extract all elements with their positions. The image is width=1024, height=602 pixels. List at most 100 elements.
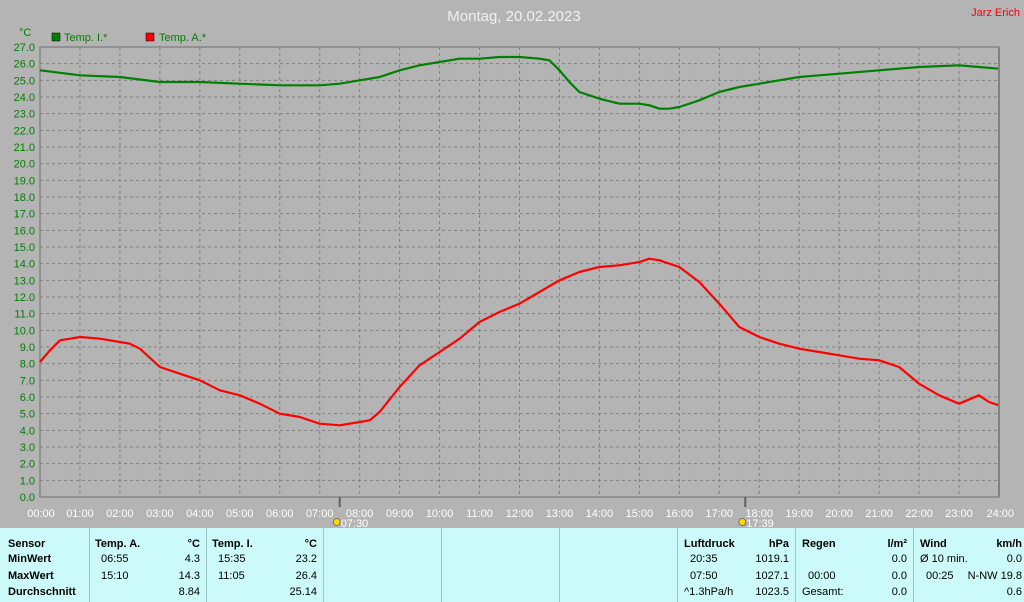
temp-a-header: Temp. A.	[95, 538, 141, 550]
summary-divider	[89, 528, 90, 602]
sunrise-icon	[332, 518, 341, 526]
wind-current: 0.6	[1006, 586, 1022, 598]
sun-marker-label: 07:30	[341, 518, 369, 528]
rain-header: Regen	[802, 538, 836, 550]
rain-total-label: Gesamt:	[802, 586, 844, 598]
summary-divider	[913, 528, 914, 602]
temp-i-min-time: 15:35	[218, 553, 246, 565]
y-tick-label: 15.0	[14, 242, 35, 254]
summary-divider	[441, 528, 442, 602]
temp-a-unit: °C	[187, 538, 200, 550]
sensor-max-label: MaxWert	[8, 570, 54, 582]
x-tick-label: 06:00	[266, 508, 294, 520]
y-tick-label: 9.0	[20, 342, 35, 354]
wind-max-time: 00:25	[926, 570, 954, 582]
wind-max: N-NW 19.8	[967, 570, 1022, 582]
y-tick-label: 17.0	[14, 209, 35, 221]
y-axis-unit-label: °C	[19, 27, 31, 39]
rain-total: 0.0	[891, 586, 907, 598]
legend-label-temp-i: Temp. I.*	[64, 32, 108, 44]
pressure-unit: hPa	[768, 538, 789, 550]
x-tick-label: 23:00	[945, 508, 973, 520]
y-tick-label: 0.0	[20, 492, 35, 504]
x-tick-label: 20:00	[825, 508, 853, 520]
x-tick-label: 22:00	[905, 508, 933, 520]
y-tick-label: 7.0	[20, 375, 35, 387]
chart-title: Montag, 20.02.2023	[447, 8, 580, 25]
x-tick-label: 03:00	[146, 508, 174, 520]
temp-i-max-time: 11:05	[218, 570, 245, 582]
y-tick-label: 6.0	[20, 392, 35, 404]
y-tick-label: 23.0	[14, 109, 35, 121]
summary-divider	[559, 528, 560, 602]
y-tick-label: 16.0	[14, 225, 35, 237]
x-tick-label: 14:00	[586, 508, 614, 520]
summary-divider	[795, 528, 796, 602]
pressure-trend: ^1.3hPa/h	[684, 586, 734, 598]
y-tick-label: 21.0	[14, 142, 35, 154]
sun-marker-label: 17:39	[746, 518, 774, 528]
pressure-header: Luftdruck	[684, 538, 735, 550]
rain-unit: l/m²	[887, 538, 907, 550]
temp-i-avg: 25.14	[289, 586, 317, 598]
temp-a-avg: 8.84	[178, 586, 200, 598]
y-tick-label: 24.0	[14, 92, 35, 104]
temp-a-max: 14.3	[178, 570, 200, 582]
y-tick-label: 12.0	[14, 292, 35, 304]
temp-i-min: 23.2	[295, 553, 317, 565]
pressure-max-time: 07:50	[690, 570, 718, 582]
x-tick-label: 00:00	[27, 508, 55, 520]
y-tick-label: 2.0	[20, 459, 35, 471]
summary-divider	[677, 528, 678, 602]
x-tick-label: 15:00	[626, 508, 654, 520]
y-tick-label: 26.0	[14, 59, 35, 71]
y-tick-label: 8.0	[20, 359, 35, 371]
wind-unit: km/h	[996, 538, 1022, 550]
rain-value-2: 0.0	[891, 570, 907, 582]
series-line-temp-a	[39, 257, 1000, 427]
y-tick-label: 11.0	[14, 309, 35, 321]
x-tick-label: 08:00	[346, 508, 374, 520]
y-tick-label: 25.0	[14, 75, 35, 87]
temp-a-max-time: 15:10	[101, 570, 129, 582]
x-tick-label: 12:00	[506, 508, 534, 520]
sensor-avg-label: Durchschnitt	[8, 586, 76, 598]
temp-i-header: Temp. I.	[212, 538, 253, 550]
y-tick-label: 3.0	[20, 442, 35, 454]
y-tick-label: 4.0	[20, 425, 35, 437]
y-tick-label: 22.0	[14, 125, 35, 137]
x-tick-label: 01:00	[66, 508, 94, 520]
x-tick-label: 24:00	[986, 508, 1014, 520]
pressure-max: 1027.1	[755, 570, 789, 582]
y-tick-label: 27.0	[14, 42, 35, 54]
pressure-min: 1019.1	[755, 553, 789, 565]
temp-i-max: 26.4	[295, 570, 317, 582]
temp-a-min-time: 06:55	[101, 553, 129, 565]
x-tick-label: 04:00	[186, 508, 214, 520]
x-tick-label: 02:00	[106, 508, 134, 520]
x-tick-label: 07:00	[306, 508, 334, 520]
temp-a-min: 4.3	[184, 553, 200, 565]
x-tick-label: 17:00	[706, 508, 734, 520]
author-label: Jarz Erich	[971, 7, 1020, 19]
x-tick-label: 13:00	[546, 508, 574, 520]
pressure-current: 1023.5	[755, 586, 789, 598]
rain-value-1: 0.0	[891, 553, 907, 565]
summary-divider	[206, 528, 207, 602]
y-tick-label: 13.0	[14, 275, 35, 287]
sunset-icon	[738, 518, 747, 526]
y-tick-label: 19.0	[14, 175, 35, 187]
x-tick-label: 09:00	[386, 508, 414, 520]
legend-label-temp-a: Temp. A.*	[159, 32, 207, 44]
x-tick-label: 11:00	[466, 508, 493, 520]
x-tick-label: 18:00	[745, 508, 773, 520]
y-tick-label: 18.0	[14, 192, 35, 204]
legend-swatch-temp-i	[51, 32, 61, 42]
summary-divider	[323, 528, 324, 602]
series-line-temp-i	[39, 55, 1000, 110]
temperature-chart: Montag, 20.02.2023 Jarz Erich °C Temp. I…	[14, 7, 1020, 530]
x-tick-label: 21:00	[865, 508, 893, 520]
wind-avg-label: Ø 10 min.	[920, 553, 968, 565]
wind-avg: 0.0	[1006, 553, 1022, 565]
x-tick-label: 05:00	[226, 508, 254, 520]
